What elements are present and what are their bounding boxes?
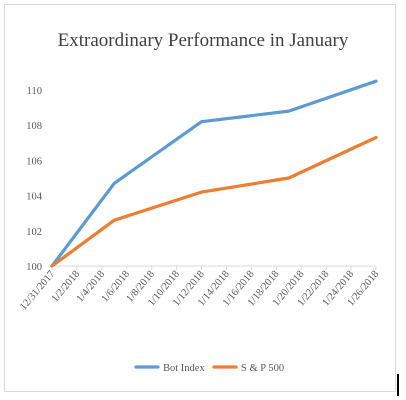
chart-title: Extraordinary Performance in January xyxy=(58,30,349,51)
y-tick-labels: 100 102 104 106 108 110 xyxy=(26,86,43,273)
y-tick-label: 104 xyxy=(26,192,43,203)
y-tick-label: 102 xyxy=(26,227,42,238)
legend-label: S & P 500 xyxy=(241,363,284,374)
y-tick-label: 106 xyxy=(26,156,42,167)
series-line-bot-index xyxy=(50,79,378,268)
series-lines xyxy=(50,79,378,268)
x-tick-labels: 12/31/20171/2/20181/4/20181/6/20181/8/20… xyxy=(18,269,381,313)
chart-frame xyxy=(4,4,396,392)
x-tick-label: 12/31/2017 xyxy=(18,269,57,313)
legend-label: Bot Index xyxy=(163,363,205,374)
axes xyxy=(51,265,377,270)
y-tick-label: 108 xyxy=(26,121,42,132)
legend: Bot Index S & P 500 xyxy=(134,363,284,374)
y-tick-label: 110 xyxy=(27,86,42,97)
y-tick-label: 100 xyxy=(26,262,42,273)
text-cursor xyxy=(397,374,399,396)
